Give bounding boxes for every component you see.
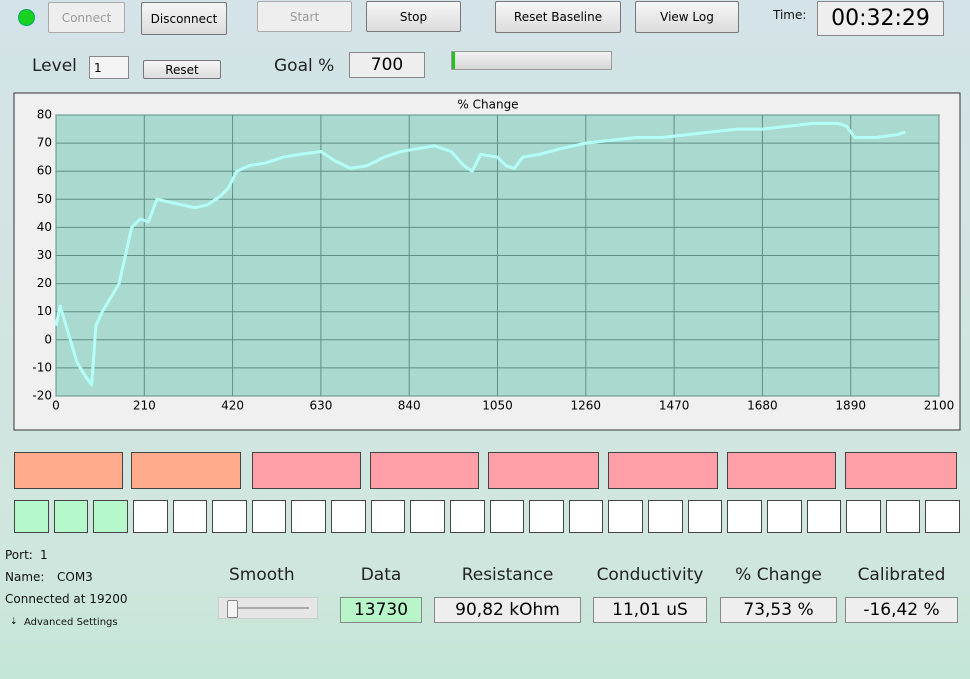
y-tick-label: 0 <box>44 332 52 346</box>
x-tick-label: 1680 <box>747 399 778 413</box>
square <box>648 500 683 533</box>
channel-bar <box>608 452 718 489</box>
y-tick-label: 80 <box>37 108 52 122</box>
level-label: Level <box>32 56 77 76</box>
connection-status: Connected at 19200 <box>5 592 128 606</box>
channel-bar <box>727 452 836 489</box>
square <box>608 500 643 533</box>
square <box>14 500 49 533</box>
data-line <box>54 121 906 387</box>
channel-bar <box>252 452 361 489</box>
x-tick-label: 1260 <box>571 399 602 413</box>
square <box>93 500 128 533</box>
time-label: Time: <box>773 8 807 22</box>
square <box>846 500 881 533</box>
time-display: 00:32:29 <box>817 1 944 36</box>
square <box>727 500 762 533</box>
level-input[interactable]: 1 <box>89 56 129 79</box>
goal-label: Goal % <box>274 56 335 76</box>
square <box>251 500 287 533</box>
x-tick-label: 1470 <box>659 399 690 413</box>
smooth-slider[interactable] <box>218 597 318 619</box>
y-tick-label: 10 <box>37 304 52 318</box>
readout-value: 90,82 kOhm <box>434 597 581 623</box>
y-tick-label: 50 <box>37 192 52 206</box>
channel-bar <box>488 452 599 489</box>
connect-button[interactable]: Connect <box>48 2 125 33</box>
start-button[interactable]: Start <box>257 1 352 32</box>
reset-baseline-button[interactable]: Reset Baseline <box>495 1 621 33</box>
square <box>687 500 723 533</box>
level-squares <box>14 500 960 533</box>
y-tick-label: 40 <box>37 220 52 234</box>
y-tick-label: -10 <box>32 360 52 374</box>
chart: % Change -20 -10 0 10 20 30 40 50 60 70 80 0 210 420 6… <box>13 92 961 431</box>
square <box>806 500 842 533</box>
level-reset-button[interactable]: Reset <box>143 60 221 79</box>
x-tick-label: 2100 <box>924 399 955 413</box>
chart-title: % Change <box>457 98 518 112</box>
channel-bar <box>14 452 123 489</box>
y-tick-label: 20 <box>37 276 52 290</box>
name-value: COM3 <box>57 570 93 584</box>
square <box>885 500 921 533</box>
view-log-button[interactable]: View Log <box>635 1 739 33</box>
port-label: Port: <box>5 548 33 562</box>
square <box>489 500 525 533</box>
readout-label: Conductivity <box>596 565 704 585</box>
square <box>291 500 326 533</box>
expand-icon[interactable]: ⇣ <box>10 617 18 627</box>
goal-input[interactable]: 700 <box>349 52 425 78</box>
square <box>370 500 406 533</box>
square <box>331 500 366 533</box>
square <box>53 500 89 533</box>
y-tick-label: -20 <box>32 389 52 403</box>
square <box>529 500 564 533</box>
x-tick-label: 1890 <box>835 399 866 413</box>
channel-bar <box>370 452 479 489</box>
y-tick-label: 60 <box>37 164 52 178</box>
square <box>568 500 604 533</box>
advanced-settings[interactable]: Advanced Settings <box>24 617 118 628</box>
stop-button[interactable]: Stop <box>366 1 461 32</box>
square <box>410 500 445 533</box>
status-led <box>18 9 35 26</box>
x-tick-label: 210 <box>133 399 156 413</box>
disconnect-button[interactable]: Disconnect <box>141 2 227 35</box>
progress-fill <box>452 52 455 69</box>
readout-label: Data <box>360 565 402 585</box>
square <box>212 500 247 533</box>
square <box>925 500 960 533</box>
y-tick-label: 30 <box>37 248 52 262</box>
readout-value: -16,42 % <box>845 597 958 623</box>
channel-bar <box>845 452 957 489</box>
x-tick-label: 630 <box>309 399 332 413</box>
x-tick-label: 0 <box>52 399 60 413</box>
readout-label: Calibrated <box>857 565 946 585</box>
readout-value: 11,01 uS <box>593 597 707 623</box>
readout-value: 73,53 % <box>720 597 837 623</box>
x-tick-label: 420 <box>221 399 244 413</box>
square <box>449 500 485 533</box>
smooth-label: Smooth <box>229 565 295 585</box>
square <box>172 500 208 533</box>
progress-bar <box>451 51 612 70</box>
y-tick-label: 70 <box>37 136 52 150</box>
readout-value: 13730 <box>340 597 422 623</box>
square <box>132 500 168 533</box>
port-value: 1 <box>40 548 48 562</box>
square <box>766 500 802 533</box>
readout-label: % Change <box>735 565 822 585</box>
x-tick-label: 1050 <box>482 399 513 413</box>
channel-bar <box>131 452 241 489</box>
readout-label: Resistance <box>461 565 554 585</box>
x-tick-label: 840 <box>398 399 421 413</box>
name-label: Name: <box>5 570 45 584</box>
